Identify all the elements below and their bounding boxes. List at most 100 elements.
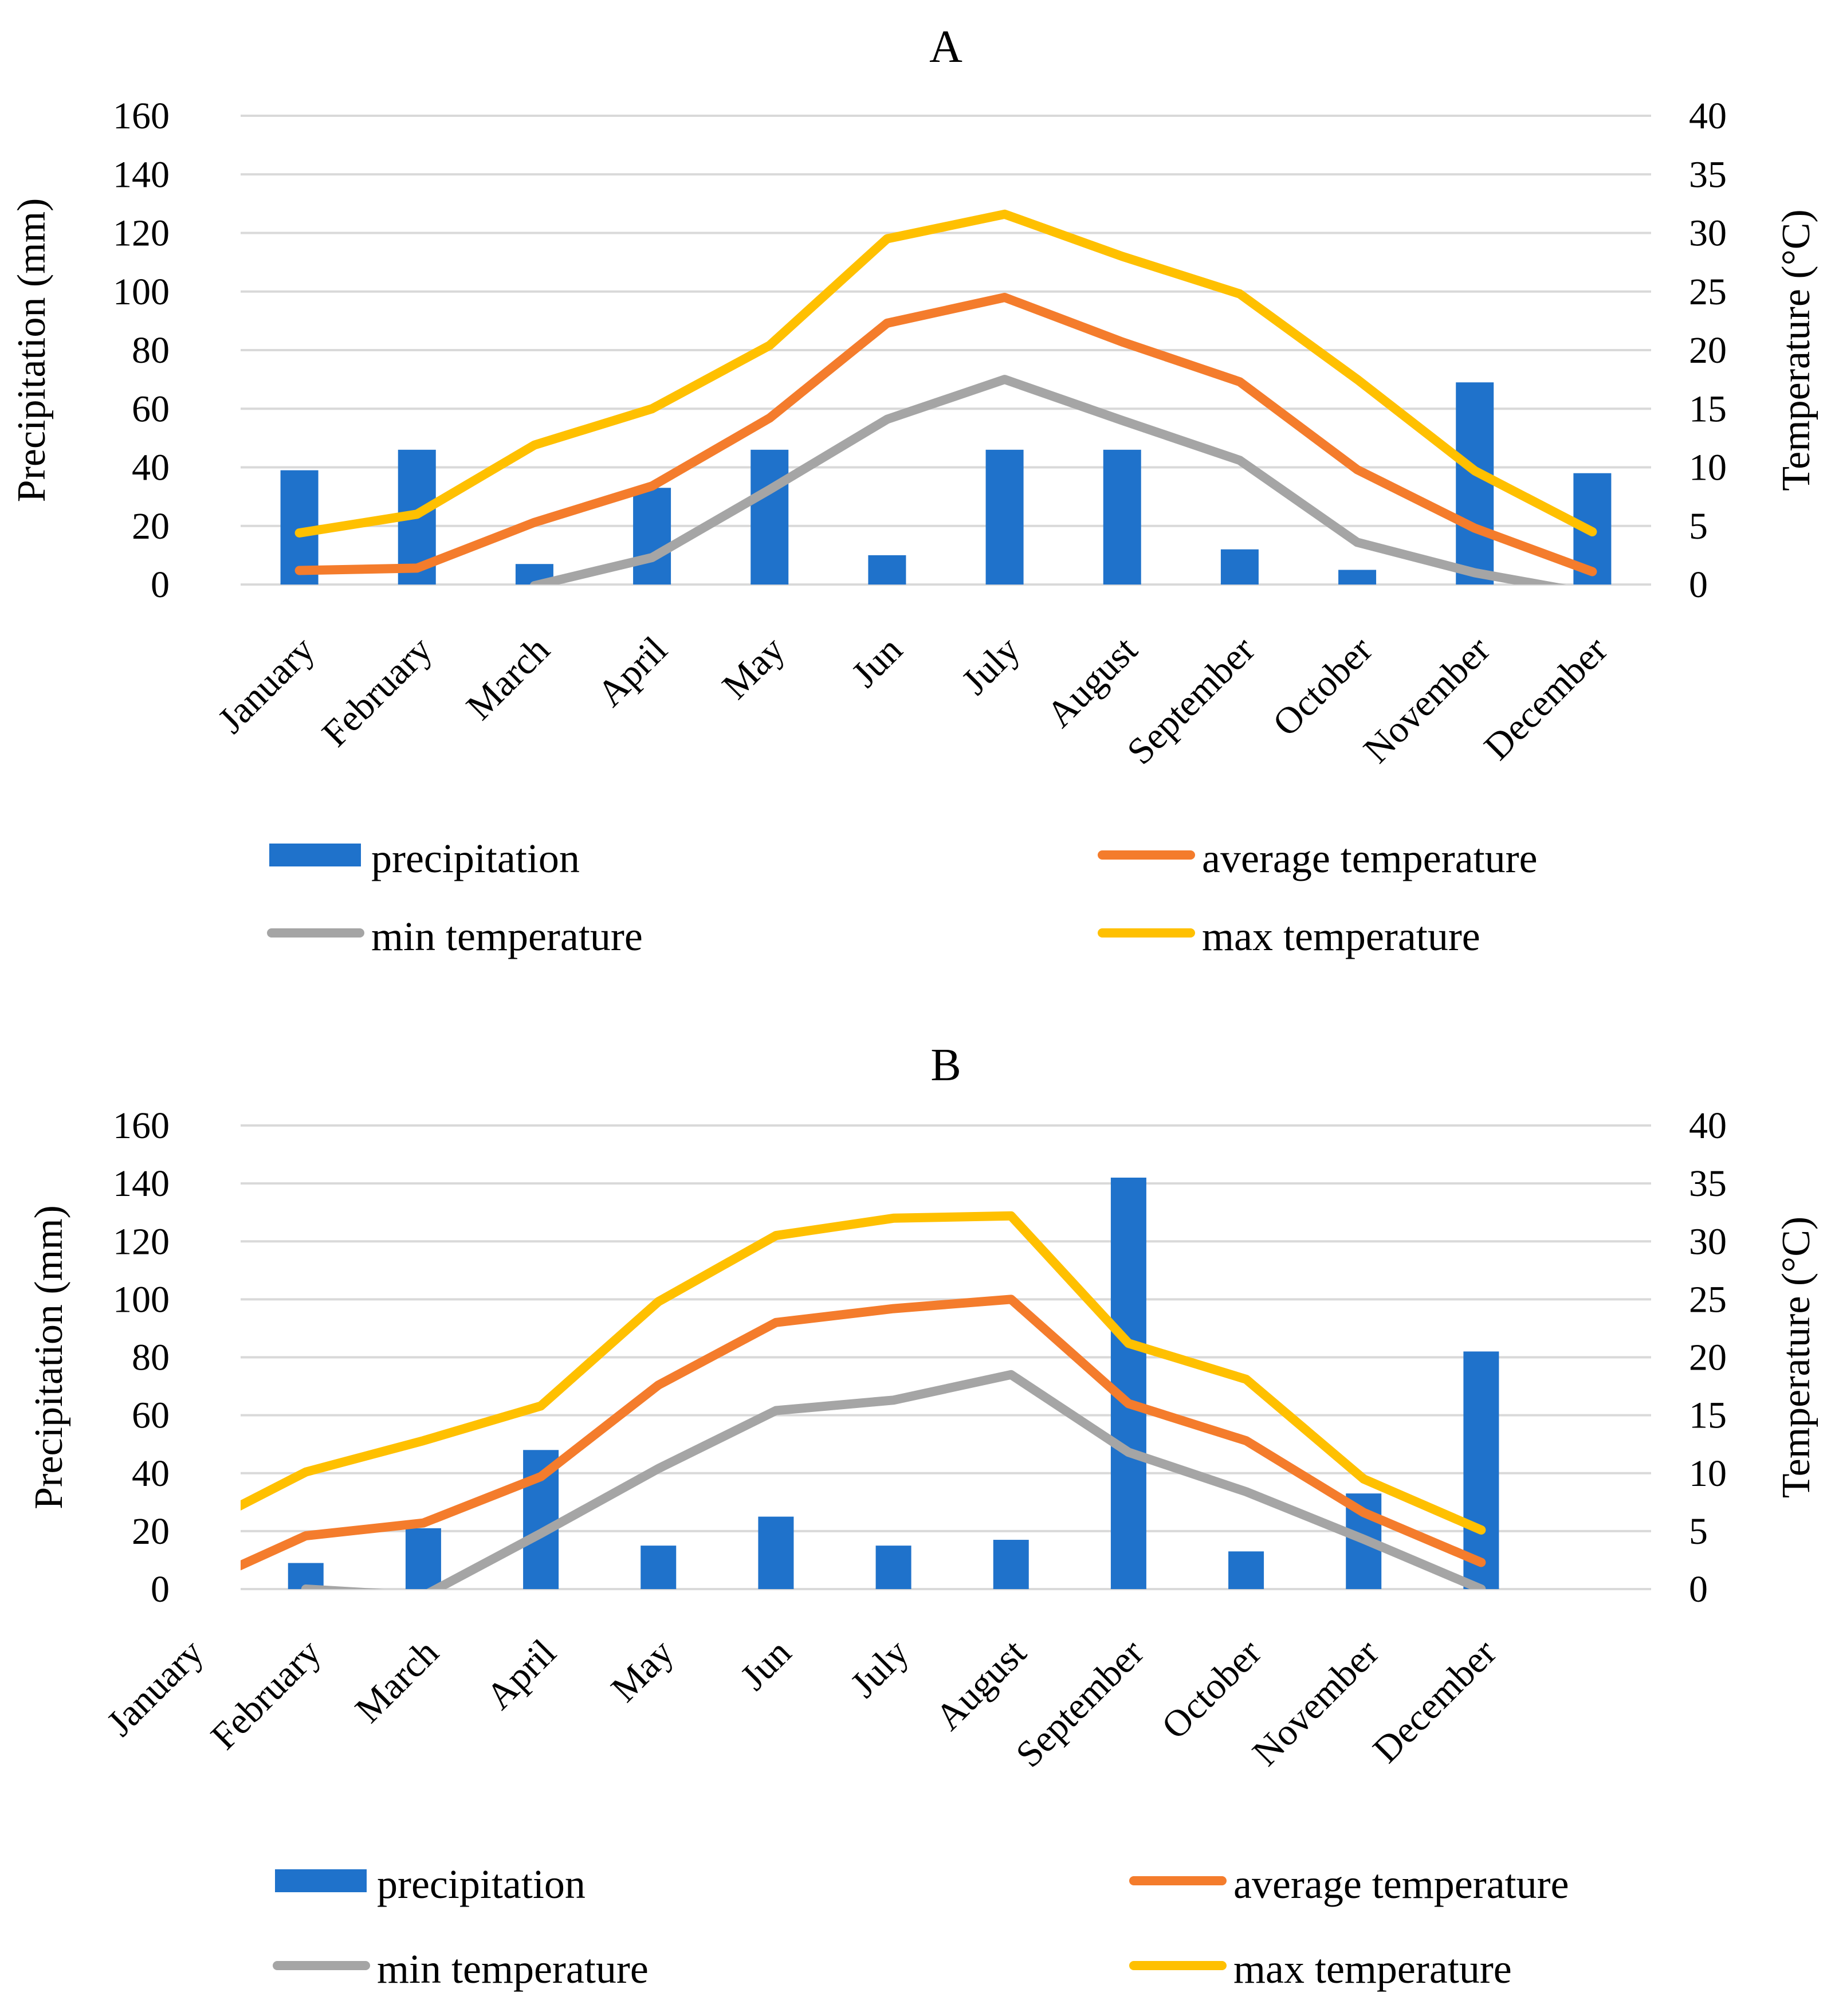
y-tick-label: 20 [132, 1511, 170, 1552]
legend-swatch [275, 1869, 367, 1892]
y-tick-label: 40 [132, 447, 170, 489]
y-tick-label: 0 [151, 1568, 170, 1610]
x-tick-label: December [1476, 629, 1616, 768]
x-tick-label: September [1008, 1631, 1152, 1775]
legend-label: max temperature [1202, 913, 1480, 959]
y2-tick-label: 0 [1689, 1568, 1708, 1610]
legend-item-precipitation: precipitation [269, 836, 580, 881]
legend-item-max-temperature: max temperature [1098, 913, 1480, 959]
y-tick-label: 100 [113, 1278, 170, 1320]
bar-precipitation-july [875, 1546, 911, 1589]
y2-axis-title: Temperature (°C) [1774, 209, 1818, 491]
x-tick-label: Jun [733, 1631, 799, 1698]
legend-label: precipitation [377, 1861, 586, 1907]
legend-label: min temperature [371, 913, 643, 959]
bar-precipitation-september [1110, 1178, 1146, 1589]
bar-precipitation-jun [868, 555, 906, 585]
y2-tick-label: 20 [1689, 1337, 1727, 1379]
y2-axis-title: Temperature (°C) [1774, 1217, 1818, 1498]
bar-precipitation-january [171, 1583, 206, 1589]
y-tick-label: 120 [113, 213, 170, 254]
x-tick-label: July [954, 629, 1028, 703]
x-tick-label: December [1365, 1631, 1504, 1771]
y-tick-label: 140 [113, 1163, 170, 1205]
x-tick-label: Jun [844, 629, 910, 695]
legend-item-max-temperature: max temperature [1129, 1946, 1512, 1992]
y-tick-label: 40 [132, 1453, 170, 1495]
x-tick-label: April [478, 1631, 564, 1717]
y2-tick-label: 5 [1689, 505, 1708, 547]
y-axis-title: Precipitation (mm) [27, 1205, 71, 1509]
y-tick-label: 80 [132, 330, 170, 371]
y2-tick-label: 15 [1689, 1395, 1727, 1437]
y-tick-label: 60 [132, 388, 170, 430]
legend-label: average temperature [1233, 1861, 1569, 1907]
y-tick-label: 60 [132, 1395, 170, 1437]
x-tick-label: January [99, 1631, 211, 1744]
y2-tick-label: 25 [1689, 1278, 1727, 1320]
legend-label: max temperature [1233, 1946, 1512, 1992]
y2-tick-label: 35 [1689, 1163, 1727, 1205]
x-tick-label: March [347, 1631, 446, 1731]
y2-tick-label: 25 [1689, 271, 1727, 313]
chart-title: A [929, 22, 962, 72]
y2-tick-label: 10 [1689, 447, 1727, 489]
x-tick-label: July [843, 1631, 917, 1705]
legend-label: precipitation [371, 836, 580, 881]
line-min-temperature [301, 1370, 1486, 1589]
line-average-temperature [294, 293, 1597, 576]
y2-tick-label: 40 [1689, 95, 1727, 137]
y2-tick-label: 0 [1689, 564, 1708, 606]
bar-precipitation-may [641, 1546, 677, 1589]
x-tick-label: February [314, 629, 440, 755]
bar-precipitation-november [1456, 382, 1494, 585]
y2-tick-label: 30 [1689, 213, 1727, 254]
x-tick-label: February [203, 1631, 329, 1758]
y-axis-title: Precipitation (mm) [10, 198, 54, 503]
x-tick-label: November [1244, 1631, 1387, 1774]
bar-precipitation-december [1463, 1351, 1499, 1589]
bar-precipitation-august [993, 1540, 1029, 1589]
plot-area [280, 209, 1612, 585]
legend-label: average temperature [1202, 836, 1538, 881]
y2-tick-label: 20 [1689, 330, 1727, 371]
legend-label: min temperature [377, 1946, 649, 1992]
x-tick-label: November [1355, 629, 1498, 771]
legend-item-min-temperature: min temperature [267, 913, 643, 959]
line-max-temperature [241, 1211, 1486, 1535]
x-tick-label: October [1265, 629, 1381, 744]
y2-tick-label: 10 [1689, 1453, 1727, 1495]
y2-tick-label: 30 [1689, 1221, 1727, 1262]
bar-precipitation-jun [758, 1516, 794, 1589]
y-tick-label: 160 [113, 1105, 170, 1147]
bar-precipitation-august [1103, 449, 1141, 585]
bar-precipitation-october [1228, 1551, 1264, 1589]
chart-title: B [930, 1040, 961, 1091]
y2-tick-label: 5 [1689, 1511, 1708, 1552]
legend-item-average-temperature: average temperature [1129, 1861, 1569, 1907]
y-tick-label: 80 [132, 1337, 170, 1379]
y-tick-label: 100 [113, 271, 170, 313]
chart-a: A 0 20 40 60 80 100 120 140 160 0 5 10 15 20 25 30 35 40 Pr… [10, 22, 1818, 959]
x-tick-label: September [1119, 629, 1263, 772]
x-tick-label: August [928, 1631, 1034, 1738]
line-min-temperature [530, 375, 1566, 585]
bar-precipitation-may [750, 449, 789, 585]
bar-precipitation-april [633, 488, 671, 585]
line-average-temperature [241, 1295, 1486, 1571]
bar-precipitation-march [405, 1528, 441, 1589]
legend-item-average-temperature: average temperature [1098, 836, 1538, 881]
legend-item-precipitation: precipitation [275, 1861, 586, 1907]
y-tick-label: 0 [151, 564, 170, 606]
plot-area [171, 1178, 1499, 1589]
y-tick-label: 20 [132, 505, 170, 547]
y-tick-label: 140 [113, 154, 170, 195]
x-tick-label: October [1154, 1631, 1270, 1747]
y2-tick-label: 15 [1689, 388, 1727, 430]
y-tick-label: 120 [113, 1221, 170, 1262]
legend-swatch [269, 844, 361, 866]
x-tick-label: May [603, 1631, 682, 1710]
bar-precipitation-july [985, 449, 1024, 585]
x-tick-label: March [458, 629, 557, 728]
chart-b: B 0 20 40 60 80 100 120 140 160 0 5 10 15 20 25 30 35 40 Pr… [27, 1040, 1818, 1992]
